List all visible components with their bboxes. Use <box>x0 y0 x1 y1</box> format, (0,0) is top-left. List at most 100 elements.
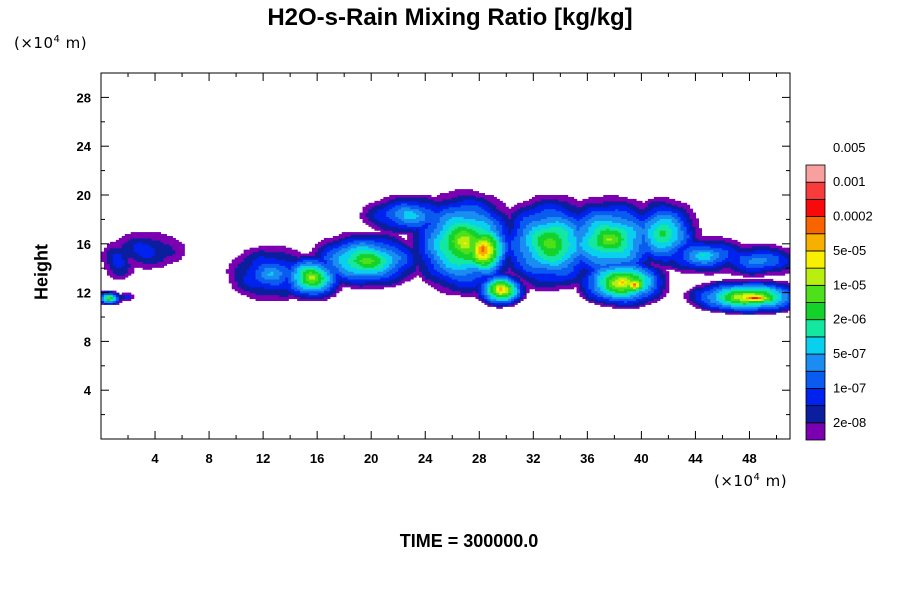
field-cell <box>401 271 405 274</box>
field-cell <box>264 276 269 280</box>
field-cell <box>395 245 399 249</box>
field-cell <box>493 265 497 268</box>
field-cell <box>160 251 165 255</box>
field-cell <box>377 257 381 261</box>
field-cell <box>389 271 393 274</box>
field-cell <box>371 259 376 262</box>
field-cell <box>457 216 462 220</box>
field-cell <box>546 235 551 239</box>
field-cell <box>457 189 462 192</box>
field-cell <box>508 298 512 302</box>
field-cell <box>448 220 453 223</box>
field-cell <box>106 263 111 266</box>
field-cell <box>392 267 396 270</box>
field-cell <box>121 263 126 266</box>
field-cell <box>148 249 153 253</box>
field-cell <box>291 280 295 284</box>
field-cell <box>496 251 500 255</box>
field-cell <box>139 232 144 235</box>
field-cell <box>142 263 147 266</box>
field-cell <box>511 275 515 278</box>
field-cell <box>133 255 138 259</box>
field-cell <box>421 196 426 200</box>
field-cell <box>237 255 242 259</box>
field-cell <box>279 267 283 270</box>
x-unit-exp: 4 <box>753 472 761 483</box>
field-cell <box>350 243 355 247</box>
field-cell <box>445 261 450 264</box>
field-cell <box>380 218 384 221</box>
field-cell <box>457 204 462 208</box>
field-cell <box>237 269 242 272</box>
field-cell <box>154 255 159 259</box>
field-cell <box>401 278 405 282</box>
field-cell <box>534 259 539 262</box>
field-cell <box>115 292 120 296</box>
field-cell <box>472 195 477 198</box>
field-cell <box>347 234 352 237</box>
field-cell <box>496 269 500 272</box>
field-cell <box>401 239 405 243</box>
field-cell <box>448 204 453 208</box>
field-cell <box>502 245 506 249</box>
field-cell <box>312 278 316 282</box>
field-cell <box>493 224 497 227</box>
field-cell <box>508 253 512 257</box>
field-cell <box>520 237 524 241</box>
field-cell <box>526 228 530 231</box>
field-cell <box>341 271 346 274</box>
field-cell <box>460 273 465 276</box>
field-cell <box>398 196 402 200</box>
field-cell <box>463 212 468 216</box>
field-cell <box>534 249 539 253</box>
field-cell <box>101 302 105 305</box>
field-cell <box>264 261 269 264</box>
field-cell <box>258 294 263 298</box>
field-cell <box>540 208 545 212</box>
field-cell <box>109 273 114 276</box>
field-cell <box>386 278 390 282</box>
field-cell <box>490 273 494 276</box>
field-cell <box>258 265 263 268</box>
field-cell <box>531 243 536 247</box>
field-cell <box>323 280 328 284</box>
field-cell <box>523 230 527 233</box>
field-cell <box>487 222 491 225</box>
field-cell <box>419 226 423 229</box>
field-cell <box>297 251 301 255</box>
field-cell <box>430 261 435 264</box>
field-cell <box>502 296 506 300</box>
field-cell <box>523 259 527 262</box>
field-cell <box>549 276 554 280</box>
field-cell <box>430 212 435 216</box>
field-cell <box>540 286 545 290</box>
field-cell <box>433 259 438 262</box>
field-cell <box>297 276 301 280</box>
field-cell <box>374 224 379 227</box>
field-cell <box>463 290 468 294</box>
field-cell <box>329 280 334 284</box>
field-cell <box>549 269 554 272</box>
field-cell <box>312 298 316 302</box>
field-cell <box>517 257 521 261</box>
field-cell <box>430 216 435 220</box>
field-cell <box>487 253 491 257</box>
field-cell <box>401 267 405 270</box>
field-cell <box>508 269 512 272</box>
field-cell <box>472 212 477 216</box>
field-cell <box>457 284 462 288</box>
field-cell <box>463 269 468 272</box>
field-cell <box>520 286 524 290</box>
field-cell <box>427 232 432 235</box>
field-cell <box>320 286 325 290</box>
field-cell <box>389 237 393 241</box>
field-cell <box>490 269 494 272</box>
field-cell <box>401 214 405 218</box>
field-cell <box>398 267 402 270</box>
field-cell <box>154 245 159 249</box>
field-cell <box>246 278 251 282</box>
field-cell <box>276 261 280 264</box>
field-cell <box>306 290 310 294</box>
field-cell <box>439 257 444 261</box>
field-cell <box>404 228 408 231</box>
